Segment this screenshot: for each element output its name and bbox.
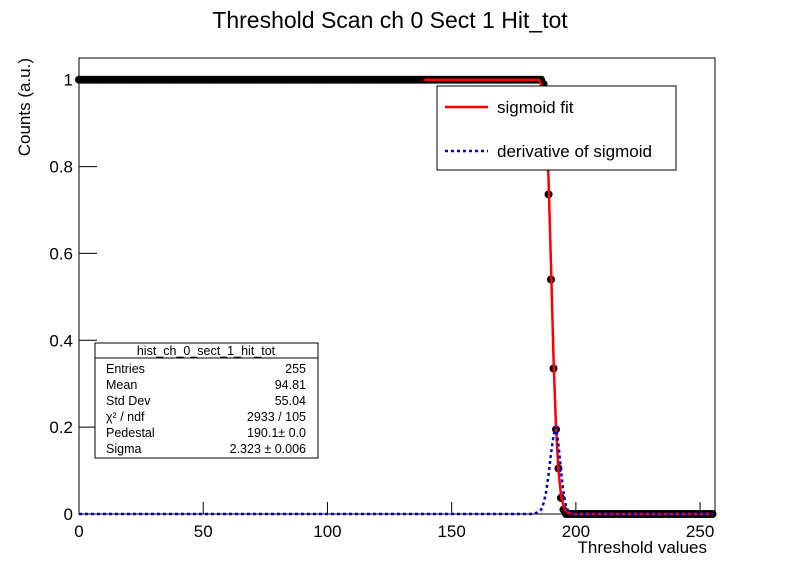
stats-value: 94.81 bbox=[275, 378, 306, 392]
stats-label: χ² / ndf bbox=[106, 410, 145, 424]
stats-value: 2.323 ± 0.006 bbox=[230, 442, 306, 456]
y-tick-label: 1 bbox=[64, 71, 73, 90]
x-tick-label: 50 bbox=[194, 522, 213, 541]
stats-label: Sigma bbox=[106, 442, 141, 456]
stats-label: Pedestal bbox=[106, 426, 155, 440]
stats-label: Std Dev bbox=[106, 394, 151, 408]
stats-value: 55.04 bbox=[275, 394, 306, 408]
chart-title: Threshold Scan ch 0 Sect 1 Hit_tot bbox=[212, 7, 568, 33]
x-tick-label: 200 bbox=[562, 522, 590, 541]
legend-label: derivative of sigmoid bbox=[497, 142, 652, 161]
stats-label: Entries bbox=[106, 362, 145, 376]
stats-box bbox=[94, 342, 319, 459]
y-tick-label: 0.4 bbox=[49, 331, 73, 350]
stats-value: 2933 / 105 bbox=[247, 410, 306, 424]
y-tick-label: 0.8 bbox=[49, 158, 73, 177]
stats-value: 190.1± 0.0 bbox=[247, 426, 306, 440]
series-line bbox=[79, 426, 713, 516]
legend-box bbox=[436, 85, 677, 171]
stats-label: Mean bbox=[106, 378, 137, 392]
y-axis-label: Counts (a.u.) bbox=[15, 58, 34, 156]
x-tick-label: 150 bbox=[437, 522, 465, 541]
y-tick-label: 0.6 bbox=[49, 244, 73, 263]
y-tick-label: 0.2 bbox=[49, 418, 73, 437]
stats-value: 255 bbox=[285, 362, 306, 376]
y-tick-label: 0 bbox=[64, 505, 73, 524]
x-axis-label: Threshold values bbox=[578, 538, 707, 557]
stats-title: hist_ch_0_sect_1_hit_tot bbox=[137, 344, 276, 358]
x-tick-label: 250 bbox=[686, 522, 714, 541]
x-tick-label: 100 bbox=[313, 522, 341, 541]
legend-label: sigmoid fit bbox=[497, 98, 574, 117]
x-tick-label: 0 bbox=[74, 522, 83, 541]
